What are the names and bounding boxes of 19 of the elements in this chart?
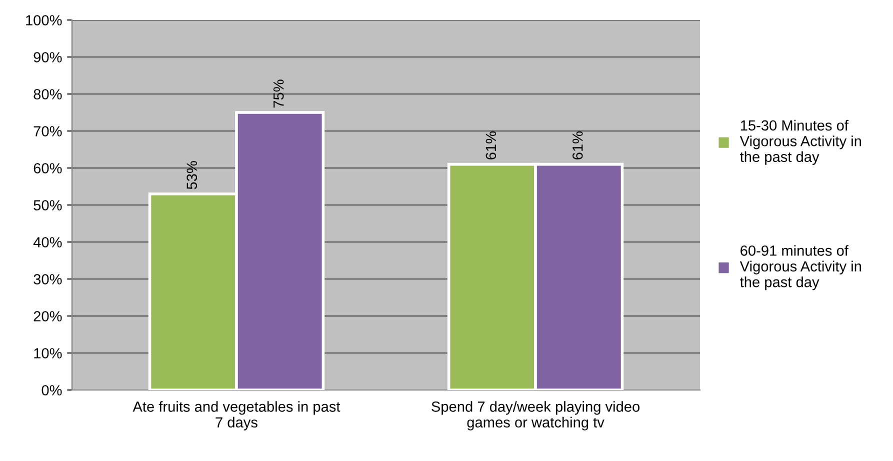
y-tick-label: 50% — [34, 200, 62, 210]
legend-label: 60-91 minutes of Vigorous Activity in the past day — [740, 245, 862, 290]
y-tick-label: 100% — [26, 15, 62, 26]
x-tick-label: Spend 7 day/week playing video games or watching tv — [432, 401, 640, 430]
y-tick-label: 10% — [34, 348, 62, 358]
legend-label: 15-30 Minutes of Vigorous Activity in the past day — [740, 120, 862, 165]
y-tick-label: 0% — [42, 385, 62, 396]
y-tick-label: 70% — [34, 126, 62, 136]
y-tick-label: 20% — [34, 311, 62, 322]
y-tick-label: 80% — [34, 89, 62, 100]
data-label: 53% — [186, 161, 198, 190]
y-tick-label: 40% — [33, 237, 62, 248]
y-tick-label: 60% — [34, 163, 62, 174]
y-tick-label: 30% — [34, 274, 62, 284]
data-label: 61% — [572, 131, 583, 160]
data-label: 61% — [486, 131, 496, 160]
x-tick-label: Ate fruits and vegetables in past 7 days — [132, 401, 340, 430]
data-label: 75% — [273, 80, 284, 108]
y-tick-label: 90% — [34, 52, 62, 62]
